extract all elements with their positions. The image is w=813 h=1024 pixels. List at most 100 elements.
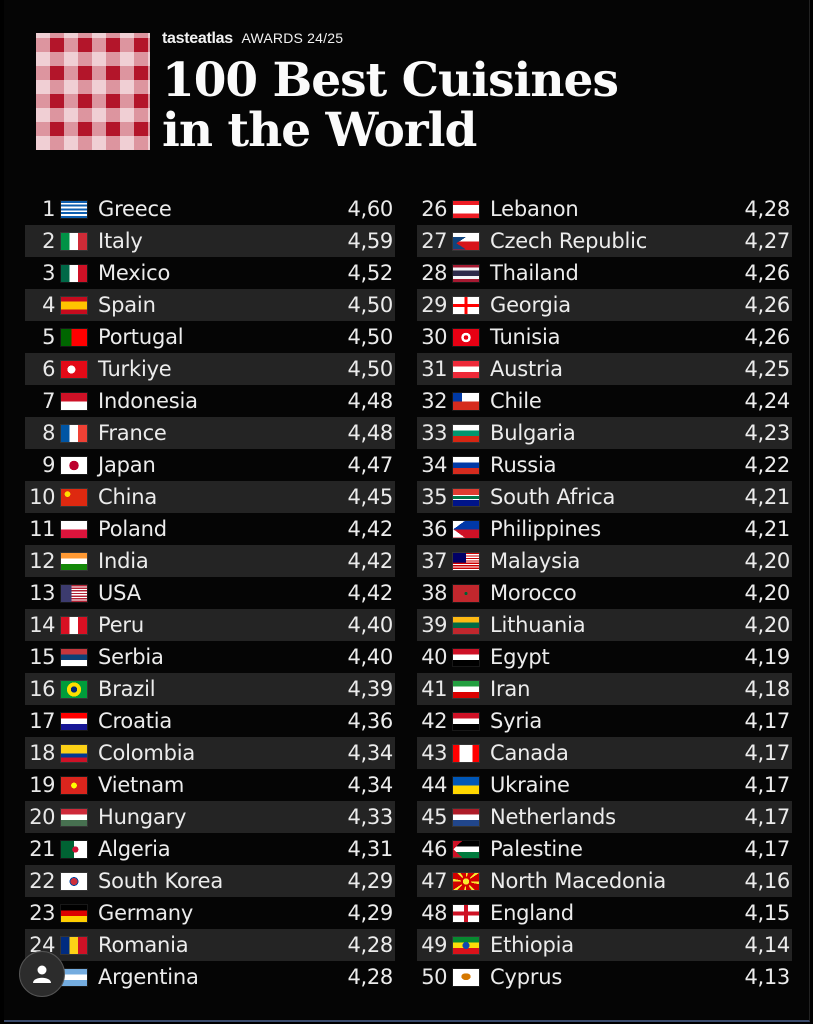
rating-score: 4,15 — [744, 901, 790, 925]
flag-icon — [61, 264, 87, 282]
rating-score: 4,20 — [744, 549, 790, 573]
rating-score: 4,24 — [744, 389, 790, 413]
rating-score: 4,47 — [347, 453, 393, 477]
rank-number: 8 — [42, 421, 55, 445]
country-name: China — [98, 485, 157, 509]
flag-icon — [61, 488, 87, 506]
rank-number: 32 — [421, 389, 447, 413]
flag-icon — [453, 424, 479, 442]
country-name: Indonesia — [98, 389, 198, 413]
rank-number: 36 — [421, 517, 447, 541]
ranking-row: 33 Bulgaria 4,23 — [417, 417, 792, 449]
country-name: Germany — [98, 901, 194, 925]
ranking-row: 41 Iran 4,18 — [417, 673, 792, 705]
flag-icon — [61, 552, 87, 570]
country-name: Egypt — [490, 645, 550, 669]
rating-score: 4,28 — [347, 933, 393, 957]
rank-number: 3 — [42, 261, 55, 285]
rating-score: 4,13 — [744, 965, 790, 989]
flag-icon — [453, 776, 479, 794]
rating-score: 4,20 — [744, 581, 790, 605]
rating-score: 4,42 — [347, 549, 393, 573]
rank-number: 45 — [421, 805, 447, 829]
flag-icon — [61, 968, 87, 986]
ranking-row: 3 Mexico 4,52 — [25, 257, 395, 289]
country-name: Spain — [98, 293, 156, 317]
country-name: Austria — [490, 357, 563, 381]
rank-number: 34 — [421, 453, 447, 477]
rank-number: 31 — [421, 357, 447, 381]
country-name: Hungary — [98, 805, 187, 829]
ranking-row: 14 Peru 4,40 — [25, 609, 395, 641]
ranking-row: 20 Hungary 4,33 — [25, 801, 395, 833]
flag-icon — [453, 456, 479, 474]
country-name: Thailand — [490, 261, 579, 285]
country-name: Brazil — [98, 677, 156, 701]
rating-score: 4,17 — [744, 773, 790, 797]
awards-label: AWARDS 24/25 — [241, 30, 344, 46]
flag-icon — [61, 584, 87, 602]
rating-score: 4,17 — [744, 709, 790, 733]
rating-score: 4,17 — [744, 805, 790, 829]
flag-icon — [453, 840, 479, 858]
rank-number: 41 — [421, 677, 447, 701]
flag-icon — [61, 232, 87, 250]
ranking-row: 45 Netherlands 4,17 — [417, 801, 792, 833]
flag-icon — [61, 648, 87, 666]
ranking-row: 36 Philippines 4,21 — [417, 513, 792, 545]
flag-icon — [61, 360, 87, 378]
rating-score: 4,29 — [347, 869, 393, 893]
flag-icon — [453, 616, 479, 634]
rank-number: 30 — [421, 325, 447, 349]
ranking-row: 38 Morocco 4,20 — [417, 577, 792, 609]
ranking-column-right: 26 Lebanon 4,28 27 Czech Republic 4,27 28 Thail… — [417, 193, 792, 993]
country-name: India — [98, 549, 149, 573]
country-name: Turkiye — [98, 357, 172, 381]
country-name: Lithuania — [490, 613, 586, 637]
rank-number: 44 — [421, 773, 447, 797]
rating-score: 4,48 — [347, 421, 393, 445]
ranking-row: 29 Georgia 4,26 — [417, 289, 792, 321]
rating-score: 4,17 — [744, 837, 790, 861]
flag-icon — [453, 680, 479, 698]
rank-number: 27 — [421, 229, 447, 253]
rating-score: 4,26 — [744, 293, 790, 317]
country-name: Algeria — [98, 837, 171, 861]
ranking-row: 34 Russia 4,22 — [417, 449, 792, 481]
country-name: Poland — [98, 517, 167, 541]
ranking-row: 32 Chile 4,24 — [417, 385, 792, 417]
country-name: Canada — [490, 741, 569, 765]
flag-icon — [61, 904, 87, 922]
flag-icon — [453, 296, 479, 314]
rating-score: 4,16 — [744, 869, 790, 893]
country-name: Peru — [98, 613, 144, 637]
title-line-2: in the World — [162, 103, 477, 158]
flag-icon — [453, 712, 479, 730]
rank-number: 2 — [42, 229, 55, 253]
rating-score: 4,22 — [744, 453, 790, 477]
flag-icon — [61, 936, 87, 954]
ranking-row: 26 Lebanon 4,28 — [417, 193, 792, 225]
country-name: Tunisia — [490, 325, 561, 349]
country-name: Cyprus — [490, 965, 563, 989]
country-name: Lebanon — [490, 197, 579, 221]
ranking-row: 42 Syria 4,17 — [417, 705, 792, 737]
ranking-row: 16 Brazil 4,39 — [25, 673, 395, 705]
ranking-row: 12 India 4,42 — [25, 545, 395, 577]
ranking-row: 7 Indonesia 4,48 — [25, 385, 395, 417]
rank-number: 37 — [421, 549, 447, 573]
ranking-row: 11 Poland 4,42 — [25, 513, 395, 545]
ranking-column-left: 1 Greece 4,60 2 Italy 4,59 3 Mexico 4,52 4 Spain 4,… — [25, 193, 395, 993]
country-name: Vietnam — [98, 773, 185, 797]
flag-icon — [61, 808, 87, 826]
profile-avatar-button[interactable] — [19, 951, 65, 997]
rating-score: 4,26 — [744, 325, 790, 349]
ranking-row: 47 North Macedonia 4,16 — [417, 865, 792, 897]
user-icon — [33, 965, 51, 983]
flag-icon — [61, 840, 87, 858]
rating-score: 4,21 — [744, 485, 790, 509]
rank-number: 29 — [421, 293, 447, 317]
rank-number: 33 — [421, 421, 447, 445]
rating-score: 4,42 — [347, 517, 393, 541]
country-name: Ukraine — [490, 773, 570, 797]
